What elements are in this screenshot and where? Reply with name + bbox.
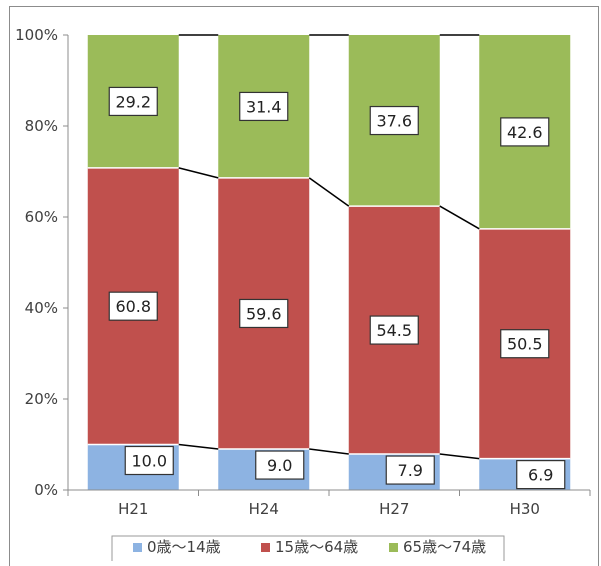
data-label-box (255, 450, 305, 480)
series-connector-line (178, 167, 219, 179)
x-tick-labels: H21 H24 H27 H30 (118, 500, 540, 518)
data-label: 31.4 (246, 97, 282, 116)
y-tick-label: 40% (25, 299, 58, 317)
data-label: 37.6 (376, 112, 412, 131)
y-tick-label: 100% (15, 26, 58, 44)
legend-swatch (389, 543, 398, 552)
data-label-box (239, 298, 289, 329)
series-connector-line (309, 448, 349, 455)
data-label-box (108, 291, 158, 321)
data-label-box (369, 315, 419, 345)
data-label: 60.8 (115, 297, 151, 316)
series-connector-line (308, 177, 350, 207)
legend-swatch (133, 543, 142, 552)
series-connector-line (439, 453, 480, 460)
data-label: 59.6 (246, 304, 282, 323)
data-labels-layer: 10.0 60.8 29.2 9.0 59.6 31.4 7.9 54.5 37.6 6.9 50.… (108, 86, 566, 490)
legend-box (111, 535, 505, 561)
data-label: 29.2 (115, 92, 151, 111)
data-label: 9.0 (267, 456, 292, 475)
y-tick-labels: 0% 20% 40% 60% 80% 100% (15, 26, 58, 499)
data-label-box (500, 117, 550, 147)
data-label: 7.9 (398, 461, 423, 480)
y-tick-label: 0% (34, 481, 58, 499)
x-tick-label: H24 (249, 500, 279, 518)
data-label-box (369, 105, 419, 136)
data-label-box (516, 460, 566, 490)
legend-label: 15歳～64歳 (275, 538, 358, 556)
bars-layer (87, 35, 571, 490)
data-label-box (239, 91, 289, 122)
legend-label: 65歳～74歳 (403, 538, 486, 556)
series-lines-layer (178, 34, 480, 460)
data-label-box (385, 455, 435, 485)
x-tick-label: H27 (379, 500, 409, 518)
data-label-box (108, 86, 158, 117)
data-label: 6.9 (528, 466, 553, 485)
series-connector-line (439, 205, 480, 230)
legend: 0歳～14歳 15歳～64歳 65歳～74歳 (111, 535, 505, 561)
data-label-box (124, 445, 174, 476)
data-label: 54.5 (376, 321, 412, 340)
y-tick-label: 80% (25, 117, 58, 135)
legend-swatch (261, 543, 270, 552)
data-label: 42.6 (507, 123, 543, 142)
data-label: 10.0 (131, 452, 167, 471)
y-tick-label: 20% (25, 390, 58, 408)
data-label: 50.5 (507, 335, 543, 354)
legend-label: 0歳～14歳 (147, 538, 221, 556)
series-connector-line (178, 443, 219, 450)
x-tick-label: H30 (510, 500, 540, 518)
axes-layer (63, 34, 591, 496)
x-tick-label: H21 (118, 500, 148, 518)
y-tick-label: 60% (25, 208, 58, 226)
chart-frame (9, 6, 599, 566)
data-label-box (500, 329, 550, 359)
